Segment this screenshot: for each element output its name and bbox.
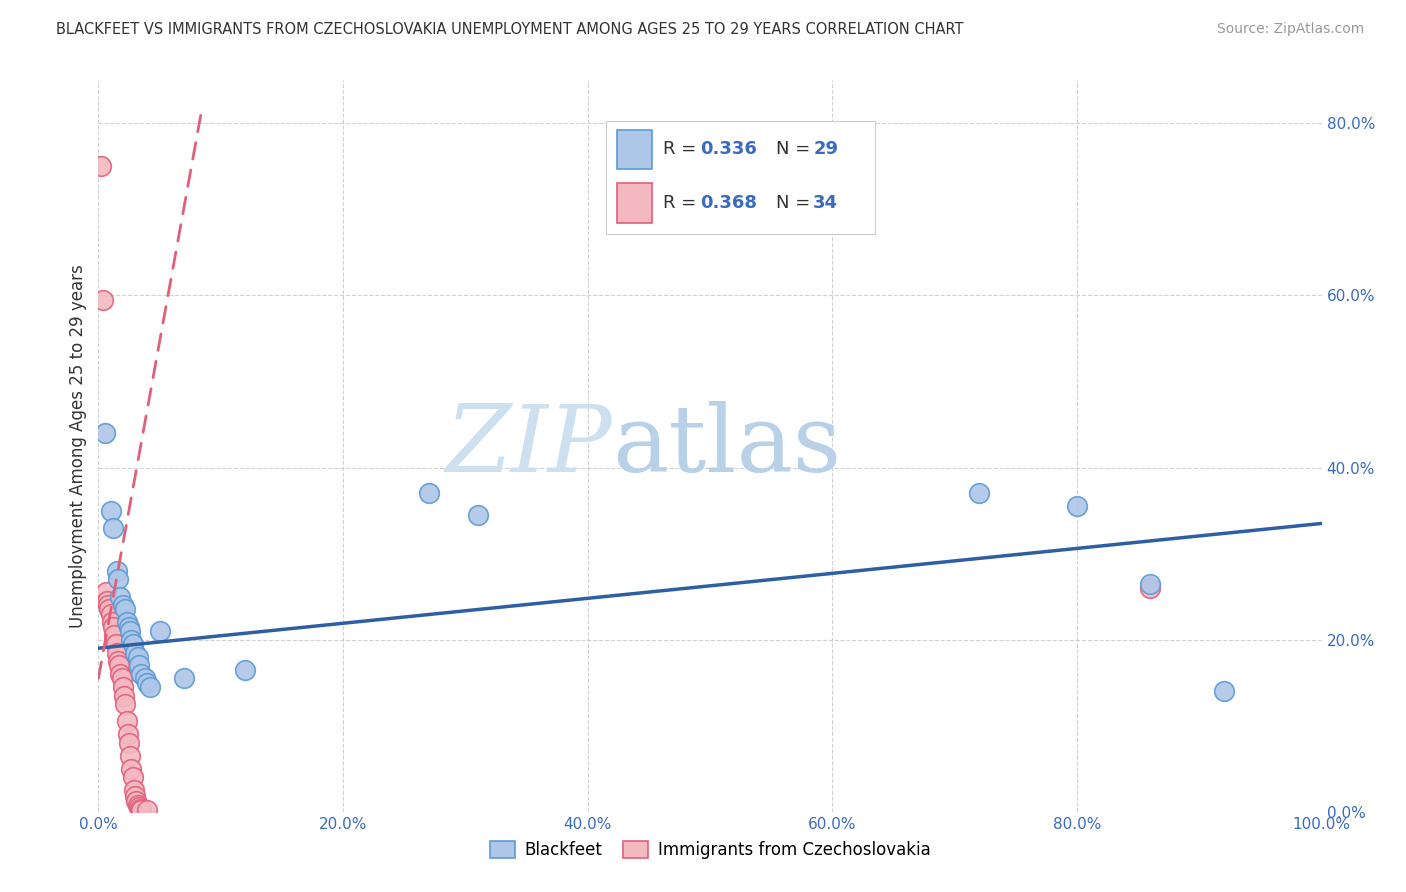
Point [128, 658, 150, 673]
Point [101, 620, 124, 634]
Point [967, 486, 990, 500]
Point [100, 503, 122, 517]
Point [103, 628, 125, 642]
Point [98, 602, 121, 616]
Point [136, 675, 159, 690]
Point [129, 667, 152, 681]
Point [120, 632, 142, 647]
Point [122, 783, 145, 797]
Point [136, 803, 159, 817]
Point [1139, 576, 1161, 591]
Text: ZIP: ZIP [446, 401, 612, 491]
Point [121, 637, 143, 651]
Text: 34: 34 [813, 194, 838, 211]
Point [127, 649, 149, 664]
Text: 29: 29 [813, 140, 838, 159]
Legend: Blackfeet, Immigrants from Czechoslovakia: Blackfeet, Immigrants from Czechoslovaki… [484, 834, 936, 865]
Point [120, 748, 142, 763]
Point [97, 598, 120, 612]
Point [111, 598, 134, 612]
Point [100, 607, 122, 621]
Y-axis label: Unemployment Among Ages 25 to 29 years: Unemployment Among Ages 25 to 29 years [69, 264, 87, 628]
FancyBboxPatch shape [617, 129, 652, 169]
Point [125, 794, 148, 808]
Point [115, 615, 138, 630]
Point [149, 624, 172, 638]
Point [91, 293, 114, 307]
Point [108, 658, 131, 673]
Point [111, 680, 134, 694]
Point [105, 646, 128, 660]
Point [127, 797, 149, 812]
Point [233, 663, 256, 677]
Text: R =: R = [662, 194, 702, 211]
Point [129, 803, 152, 817]
Point [124, 646, 146, 660]
Point [118, 620, 141, 634]
Point [114, 697, 136, 711]
Point [129, 802, 152, 816]
Point [418, 486, 440, 500]
Point [90, 159, 112, 173]
Point [134, 671, 156, 685]
Text: 0.336: 0.336 [700, 140, 756, 159]
Point [101, 521, 124, 535]
Point [93, 426, 115, 441]
Point [110, 667, 132, 681]
Point [105, 564, 128, 578]
Point [96, 594, 118, 608]
Point [128, 800, 150, 814]
Text: N =: N = [776, 140, 815, 159]
Point [110, 590, 132, 604]
Text: 0.368: 0.368 [700, 194, 758, 211]
Point [139, 680, 162, 694]
Text: BLACKFEET VS IMMIGRANTS FROM CZECHOSLOVAKIA UNEMPLOYMENT AMONG AGES 25 TO 29 YEA: BLACKFEET VS IMMIGRANTS FROM CZECHOSLOVA… [56, 22, 963, 37]
Point [114, 602, 136, 616]
Point [124, 789, 146, 804]
Point [467, 508, 489, 522]
Text: N =: N = [776, 194, 815, 211]
Point [101, 615, 124, 630]
Text: R =: R = [662, 140, 702, 159]
Point [111, 671, 134, 685]
Point [173, 671, 195, 685]
Point [107, 654, 129, 668]
Point [121, 770, 143, 784]
Text: atlas: atlas [612, 401, 841, 491]
Point [112, 689, 135, 703]
FancyBboxPatch shape [617, 183, 652, 222]
Text: Source: ZipAtlas.com: Source: ZipAtlas.com [1216, 22, 1364, 37]
Point [107, 573, 129, 587]
Point [1066, 500, 1088, 514]
Point [117, 727, 139, 741]
Point [115, 714, 138, 729]
Point [104, 637, 127, 651]
Point [118, 736, 141, 750]
Point [1139, 581, 1161, 595]
Point [1212, 684, 1234, 698]
Point [120, 624, 142, 638]
Point [94, 585, 117, 599]
Point [120, 762, 142, 776]
